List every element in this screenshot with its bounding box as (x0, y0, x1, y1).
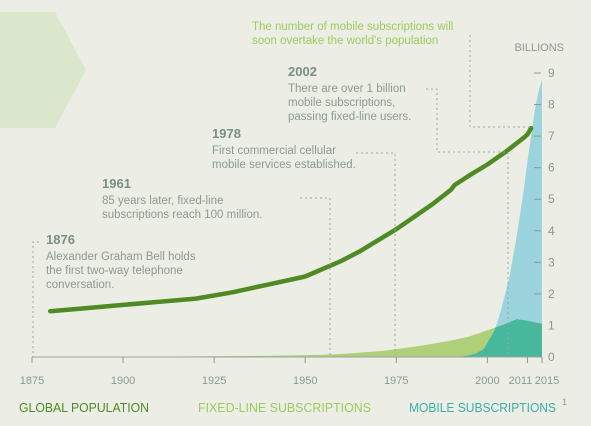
x-tick-label: 1875 (20, 375, 44, 387)
x-tick-label: 1950 (293, 375, 317, 387)
annotation-text-line: Alexander Graham Bell holds (46, 251, 196, 263)
legend-footnote-marker: 1 (562, 397, 567, 407)
y-tick-label: 1 (548, 318, 555, 332)
y-tick-label: 0 (548, 350, 555, 364)
legend-item-label: MOBILE SUBSCRIPTIONS (409, 401, 556, 415)
annotations: 1876 Alexander Graham Bell holds the first… (46, 64, 411, 291)
x-tick-label: 2015 (535, 375, 559, 387)
y-axis-label: BILLIONS (514, 42, 564, 54)
callout-lines (32, 35, 530, 357)
annotation-text-line: mobile subscriptions, (288, 97, 395, 109)
legend-item-label: GLOBAL POPULATION (19, 401, 149, 415)
chart-title-line: The number of mobile subscriptions will (252, 21, 453, 33)
y-axis: 0 1 2 3 4 5 6 7 8 9 (534, 66, 555, 364)
y-tick-label: 6 (548, 161, 555, 175)
y-tick-label: 3 (548, 255, 555, 269)
chart-title-line: soon overtake the world's population (252, 35, 438, 47)
callout-dotted-line (32, 241, 39, 357)
annotation-text-line: passing fixed-line users. (288, 111, 411, 123)
chart-title: The number of mobile subscriptions will s… (252, 21, 453, 47)
y-tick-label: 2 (548, 287, 555, 301)
annotation-text-line: There are over 1 billion (288, 83, 406, 95)
global-population-line (47, 125, 534, 314)
annotation-text-line: conversation. (46, 279, 114, 291)
y-tick-label: 8 (548, 98, 555, 112)
x-tick-label: 2011 (509, 375, 533, 387)
annotation-year: 2002 (288, 64, 317, 79)
legend-item-label: FIXED-LINE SUBSCRIPTIONS (198, 401, 371, 415)
annotation-text-line: 85 years later, fixed-line (102, 195, 223, 207)
callout-dotted-line (469, 35, 530, 128)
callout-dotted-line (356, 152, 396, 355)
x-tick-label: 2000 (475, 375, 499, 387)
annotation-year: 1876 (46, 232, 75, 247)
annotation-text-line: First commercial cellular (212, 145, 336, 157)
annotation-year: 1978 (212, 126, 241, 141)
annotation-text-line: subscriptions reach 100 million. (102, 209, 262, 221)
decorative-chevron-shape (0, 12, 86, 128)
annotation-year: 1961 (102, 176, 131, 191)
annotation-text-line: the first two-way telephone (46, 265, 183, 277)
callout-dotted-line (300, 197, 331, 355)
x-axis: 1875 1900 1925 1950 1975 2000 2011 2015 (20, 356, 559, 387)
series-lines (47, 125, 534, 314)
x-tick-label: 1925 (202, 375, 226, 387)
y-tick-label: 4 (548, 224, 555, 238)
x-tick-label: 1975 (384, 375, 408, 387)
y-tick-label: 9 (548, 66, 555, 80)
mobile-subscriptions-area (407, 79, 542, 358)
x-tick-label: 1900 (111, 375, 135, 387)
y-tick-label: 5 (548, 192, 555, 206)
annotation-text-line: mobile services established. (212, 159, 356, 171)
callout-dotted-line (426, 88, 509, 357)
legend: GLOBAL POPULATION FIXED-LINE SUBSCRIPTION… (19, 397, 567, 415)
fixed-line-subscriptions-area (35, 319, 542, 357)
y-tick-label: 7 (548, 129, 555, 143)
